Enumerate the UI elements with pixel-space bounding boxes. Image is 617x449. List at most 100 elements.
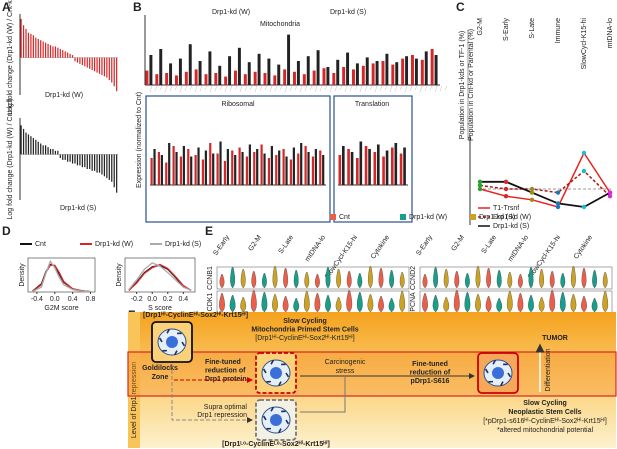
violin — [591, 297, 598, 313]
bar — [165, 73, 169, 85]
bar — [352, 69, 355, 85]
bar — [157, 152, 161, 185]
bar — [187, 149, 190, 185]
gene-label-stub — [299, 85, 303, 93]
gradient-bg — [128, 312, 616, 448]
supra-label: Drp1 repression — [197, 412, 247, 419]
step-label: Fine-tuned — [412, 361, 448, 368]
bar — [208, 51, 212, 85]
bar — [361, 65, 365, 85]
bar — [304, 146, 307, 185]
bar — [253, 152, 256, 185]
bar — [204, 150, 207, 185]
gene-label-stub — [234, 85, 238, 91]
violin — [517, 292, 524, 313]
bar — [81, 154, 83, 168]
panel-letter: A — [2, 0, 11, 14]
gene-label-stub — [429, 85, 433, 91]
bar — [270, 146, 273, 185]
bar — [35, 37, 37, 58]
cluster-label: Cytokine — [573, 234, 594, 260]
gene-label-stub — [389, 85, 393, 93]
stem-label: [Drp1ᴴⁱ-CyclinEᴴⁱ-Sox2ᴴⁱ-Krt15ᴴⁱ] — [255, 334, 355, 342]
violin — [399, 271, 405, 289]
gene-label-stub — [249, 85, 253, 91]
bar — [224, 76, 228, 85]
cluster-label: mtDNA-lo — [304, 234, 327, 263]
point — [503, 179, 509, 184]
gene-label-stub — [434, 85, 438, 93]
gene-label-stub — [439, 85, 443, 92]
bar — [103, 154, 106, 177]
gene-label-stub — [329, 85, 333, 93]
point — [477, 179, 483, 184]
gene-label: CDK1 — [207, 293, 214, 312]
bar — [296, 61, 300, 85]
violin — [475, 265, 481, 289]
bar — [64, 51, 66, 58]
gene-label-stub — [414, 85, 418, 91]
cluster-label: S-Late — [481, 234, 499, 255]
low-label: [Drp1ᴸᵒ-CyclinEᴸᵒ-Sox2ᴴⁱ-Krt15ᴴⁱ] — [222, 439, 330, 448]
panel-letter: C — [456, 0, 465, 14]
bar — [101, 154, 103, 175]
gene-label: CCNB1 — [207, 266, 214, 290]
group-title: Ribosomal — [221, 101, 255, 108]
bar — [52, 148, 54, 155]
violin — [528, 294, 534, 313]
mitochondrion — [262, 415, 267, 421]
bar — [391, 147, 394, 185]
gene-label-stub — [269, 85, 273, 93]
goldilocks-band — [127, 351, 617, 397]
violin — [251, 270, 257, 289]
violin — [464, 272, 470, 289]
violin — [517, 273, 523, 289]
violin — [506, 290, 513, 313]
bar — [101, 57, 103, 76]
violin — [356, 291, 363, 313]
violin — [303, 290, 310, 313]
point — [529, 190, 535, 195]
gene-label-stub — [239, 85, 243, 93]
mitochondrion — [285, 419, 290, 425]
category-label: SlowCycl-K15-hi — [581, 18, 588, 70]
bar — [237, 47, 241, 85]
stem-label: Mitochondria Primed Stem Cells — [251, 326, 358, 333]
cluster-label: Cytokine — [370, 234, 391, 260]
bar — [365, 57, 369, 85]
y-axis-label: Density — [116, 263, 123, 287]
violin — [357, 272, 363, 289]
bar — [316, 50, 320, 85]
bar — [190, 156, 193, 185]
bar — [243, 74, 247, 85]
bar — [338, 155, 342, 185]
gene-label: CCND2 — [410, 266, 417, 290]
bar — [20, 125, 22, 155]
x-tick-label: 0.2 — [163, 296, 173, 303]
x-tick-label: -0.4 — [31, 296, 43, 303]
legend-label: Drp1-kd (S) — [330, 9, 366, 16]
plot-frame — [124, 257, 196, 293]
y-axis-label: Density — [19, 263, 26, 287]
violin — [261, 272, 267, 289]
bar — [394, 143, 398, 185]
bar — [287, 34, 291, 85]
neo-label: Neoplastic Stem Cells — [508, 409, 581, 416]
violin — [399, 290, 406, 313]
gene-label-stub — [284, 85, 288, 93]
bar — [42, 145, 44, 155]
violin — [282, 295, 289, 313]
bar — [69, 154, 71, 162]
point — [581, 150, 587, 156]
violin — [443, 296, 450, 313]
violin — [314, 273, 320, 289]
gene-label-stub — [374, 85, 378, 93]
gene-label-stub — [259, 85, 263, 92]
bar — [373, 152, 377, 185]
violin — [453, 289, 460, 313]
legend-label: Cnt — [339, 214, 350, 221]
violin — [559, 291, 566, 313]
bar — [359, 141, 363, 185]
gene-label-stub — [344, 85, 348, 93]
violin — [367, 293, 374, 313]
